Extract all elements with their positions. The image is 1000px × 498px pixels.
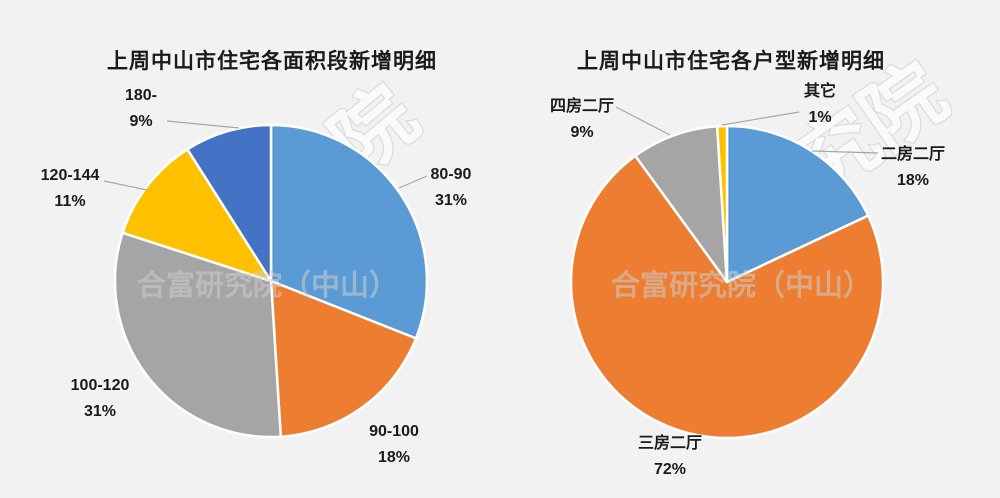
slice-pct: 9% [129, 113, 153, 130]
leader-lines [103, 106, 879, 191]
slice-label-90-100: 90-100 18% [349, 419, 439, 471]
pie-slice-四房二厅 [634, 125, 729, 284]
slice-name: 90-100 [369, 423, 419, 440]
chart-title-right: 上周中山市住宅各户型新增明细 [577, 50, 885, 73]
slice-pct: 18% [896, 172, 930, 189]
slice-name: 其它 [803, 83, 836, 100]
pie-slice-二房二厅 [725, 124, 870, 284]
pie-slice-80-90 [269, 123, 429, 340]
leader-line-180 [166, 120, 240, 129]
pie-slice-其它 [715, 124, 729, 284]
slice-name: 二房二厅 [880, 146, 945, 163]
slice-pct: 18% [377, 449, 411, 466]
leader-line-erfang [811, 150, 879, 154]
slice-label-sifang: 四房二厅 9% [532, 94, 632, 146]
pie-slice-90-100 [269, 279, 418, 438]
pie-slice-三房二厅 [569, 154, 885, 440]
slice-name: 80-90 [430, 166, 472, 183]
slice-name: 120-144 [40, 167, 100, 184]
pie-slice-100-120 [113, 231, 283, 439]
slice-pct: 72% [653, 461, 687, 478]
slice-name: 100-120 [70, 377, 130, 394]
slice-pct: 11% [54, 193, 86, 210]
slice-label-sanfang: 三房二厅 72% [620, 431, 720, 483]
slice-name: 三房二厅 [637, 435, 702, 452]
chart-title-left: 上周中山市住宅各面积段新增明细 [107, 50, 437, 73]
pie-slice-120-144 [121, 148, 273, 283]
slice-label-erfang: 二房二厅 18% [863, 142, 963, 194]
slice-name: 180- [124, 87, 158, 104]
slice-pct: 31% [434, 192, 468, 209]
slice-label-180: 180- 9% [96, 83, 186, 135]
leader-line-80-90 [398, 175, 428, 189]
leader-line-qita [721, 111, 800, 126]
slice-label-80-90: 80-90 31% [406, 162, 496, 214]
slice-pct: 1% [808, 109, 832, 126]
pie-unit-types [569, 124, 885, 440]
leader-line-120-144 [103, 180, 148, 191]
pie-slice-180- [186, 123, 273, 283]
slice-pct: 31% [83, 403, 117, 420]
slice-label-100-120: 100-120 31% [52, 373, 148, 425]
slice-pct: 9% [570, 124, 594, 141]
pie-area-segments [113, 123, 429, 439]
slice-label-120-144: 120-144 11% [22, 163, 118, 215]
leader-line-sifang [615, 106, 671, 136]
center-watermark-right: 合富研究院（中山） [611, 270, 873, 302]
slice-name: 四房二厅 [549, 98, 614, 115]
center-watermark-left: 合富研究院（中山） [137, 270, 399, 302]
slice-label-qita: 其它 1% [775, 79, 865, 131]
